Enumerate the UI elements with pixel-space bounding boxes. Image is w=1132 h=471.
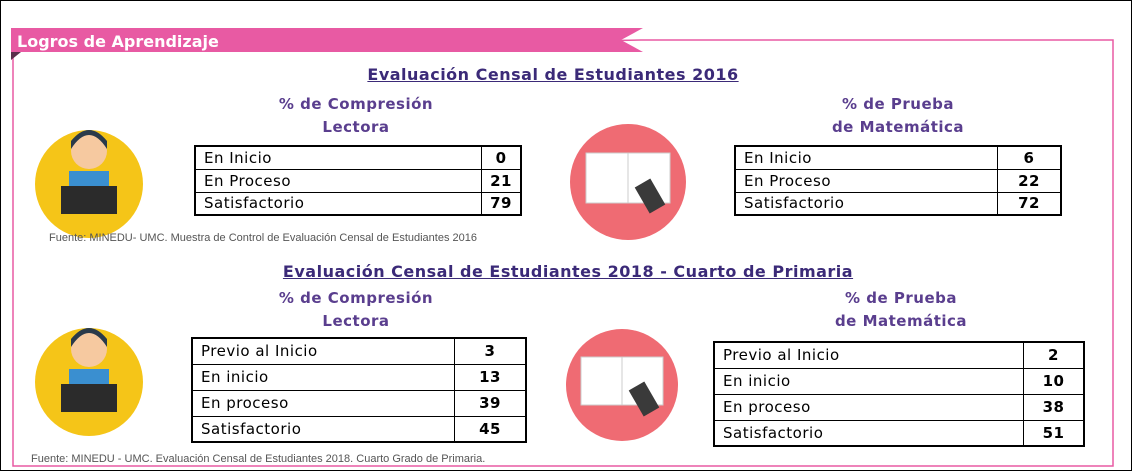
label-cell: Previo al Inicio [714, 342, 1024, 368]
math-title: % de Prueba de Matemática [832, 93, 964, 139]
value-cell: 3 [455, 338, 527, 364]
value-cell: 45 [455, 416, 527, 442]
title-line: Lectora [322, 118, 389, 136]
label-cell: En Inicio [195, 146, 482, 169]
value-cell: 13 [455, 364, 527, 390]
value-cell: 38 [1024, 394, 1085, 420]
source: Fuente: MINEDU- UMC. Muestra de Control … [49, 232, 477, 244]
value-cell: 51 [1024, 420, 1085, 446]
title-line: Lectora [322, 312, 389, 330]
page: Logros de Aprendizaje Evaluación Censal … [0, 0, 1132, 471]
value-cell: 0 [482, 146, 521, 169]
reading-title: % de Compresión Lectora [279, 93, 433, 139]
label-cell: En Proceso [195, 169, 482, 192]
label-cell: En proceso [714, 394, 1024, 420]
label-cell: En Proceso [735, 169, 998, 192]
label-cell: Satisfactorio [714, 420, 1024, 446]
title-line: % de Compresión [279, 289, 433, 307]
banner-title: Logros de Aprendizaje [17, 32, 219, 51]
value-cell: 72 [998, 192, 1062, 215]
section-title: Evaluación Censal de Estudiantes 2016 [367, 65, 738, 84]
value-cell: 2 [1024, 342, 1085, 368]
label-cell: Previo al Inicio [192, 338, 455, 364]
title-line: de Matemática [832, 118, 964, 136]
title-line: % de Prueba [842, 95, 954, 113]
value-cell: 21 [482, 169, 521, 192]
title-line: % de Prueba [845, 289, 957, 307]
label-cell: Satisfactorio [192, 416, 455, 442]
label-cell: En inicio [714, 368, 1024, 394]
label-cell: Satisfactorio [735, 192, 998, 215]
title-line: de Matemática [835, 312, 967, 330]
value-cell: 10 [1024, 368, 1085, 394]
reading-title: % de Compresión Lectora [279, 287, 433, 333]
value-cell: 22 [998, 169, 1062, 192]
math-title: % de Prueba de Matemática [835, 287, 967, 333]
source: Fuente: MINEDU - UMC. Evaluación Censal … [31, 453, 485, 465]
value-cell: 79 [482, 192, 521, 215]
label-cell: Satisfactorio [195, 192, 482, 215]
value-cell: 6 [998, 146, 1062, 169]
value-cell: 39 [455, 390, 527, 416]
section-title: Evaluación Censal de Estudiantes 2018 - … [283, 262, 853, 281]
title-line: % de Compresión [279, 95, 433, 113]
label-cell: En Inicio [735, 146, 998, 169]
label-cell: En inicio [192, 364, 455, 390]
label-cell: En proceso [192, 390, 455, 416]
